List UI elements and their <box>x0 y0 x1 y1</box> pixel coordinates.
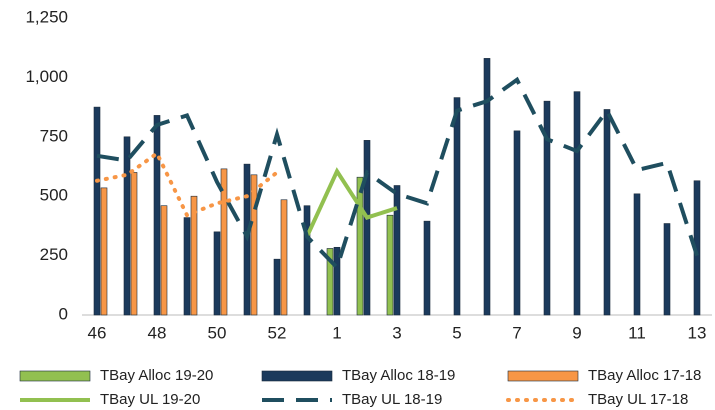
bar <box>633 193 641 316</box>
bar <box>183 217 191 316</box>
bar <box>100 187 108 316</box>
x-tick-label: 13 <box>688 323 707 342</box>
bar <box>220 168 228 316</box>
bar <box>363 140 371 316</box>
y-tick-label: 1,000 <box>25 67 68 86</box>
bar <box>543 100 551 316</box>
bar <box>160 205 168 316</box>
bar <box>573 91 581 316</box>
legend-label: TBay UL 17-18 <box>588 391 688 408</box>
x-tick-label: 50 <box>208 323 227 342</box>
x-tick-label: 11 <box>628 323 646 342</box>
bar <box>130 172 138 316</box>
bar <box>483 58 491 316</box>
bar <box>453 97 461 316</box>
bar <box>393 185 401 316</box>
bar <box>423 220 431 316</box>
bar <box>303 205 311 316</box>
legend-swatch <box>507 370 579 382</box>
line <box>305 167 398 238</box>
x-tick-label: 7 <box>512 323 521 342</box>
x-tick-label: 1 <box>332 323 341 342</box>
x-tick-label: 48 <box>148 323 167 342</box>
y-tick-label: 250 <box>40 245 68 264</box>
bar <box>280 199 288 316</box>
legend-label: TBay Alloc 18-19 <box>342 367 455 384</box>
x-tick-label: 46 <box>88 323 107 342</box>
x-tick-label: 52 <box>268 323 287 342</box>
x-tick-label: 9 <box>572 323 581 342</box>
x-tick-label: 5 <box>452 323 461 342</box>
bar <box>123 136 131 316</box>
bar <box>356 176 364 316</box>
y-tick-label: 1,250 <box>25 7 68 26</box>
bar <box>153 115 161 316</box>
bar <box>663 223 671 316</box>
line <box>96 76 699 272</box>
y-tick-label: 750 <box>40 126 68 145</box>
bar <box>250 174 258 316</box>
bar <box>603 109 611 316</box>
legend-label: TBay UL 19-20 <box>100 391 200 408</box>
bar <box>213 231 221 316</box>
bar <box>190 195 198 316</box>
legend-label: TBay UL 18-19 <box>342 391 442 408</box>
legend-swatch <box>261 370 333 382</box>
bar <box>273 258 281 316</box>
legend-swatch <box>19 370 91 382</box>
y-tick-label: 500 <box>40 186 68 205</box>
bar <box>386 214 394 316</box>
bar <box>333 246 341 316</box>
bar <box>513 130 521 316</box>
legend-label: TBay Alloc 17-18 <box>588 367 701 384</box>
y-tick-label: 0 <box>59 304 68 323</box>
bar <box>326 248 334 316</box>
line <box>95 150 279 218</box>
legend-label: TBay Alloc 19-20 <box>100 367 213 384</box>
bar <box>93 106 101 316</box>
x-tick-label: 3 <box>392 323 401 342</box>
